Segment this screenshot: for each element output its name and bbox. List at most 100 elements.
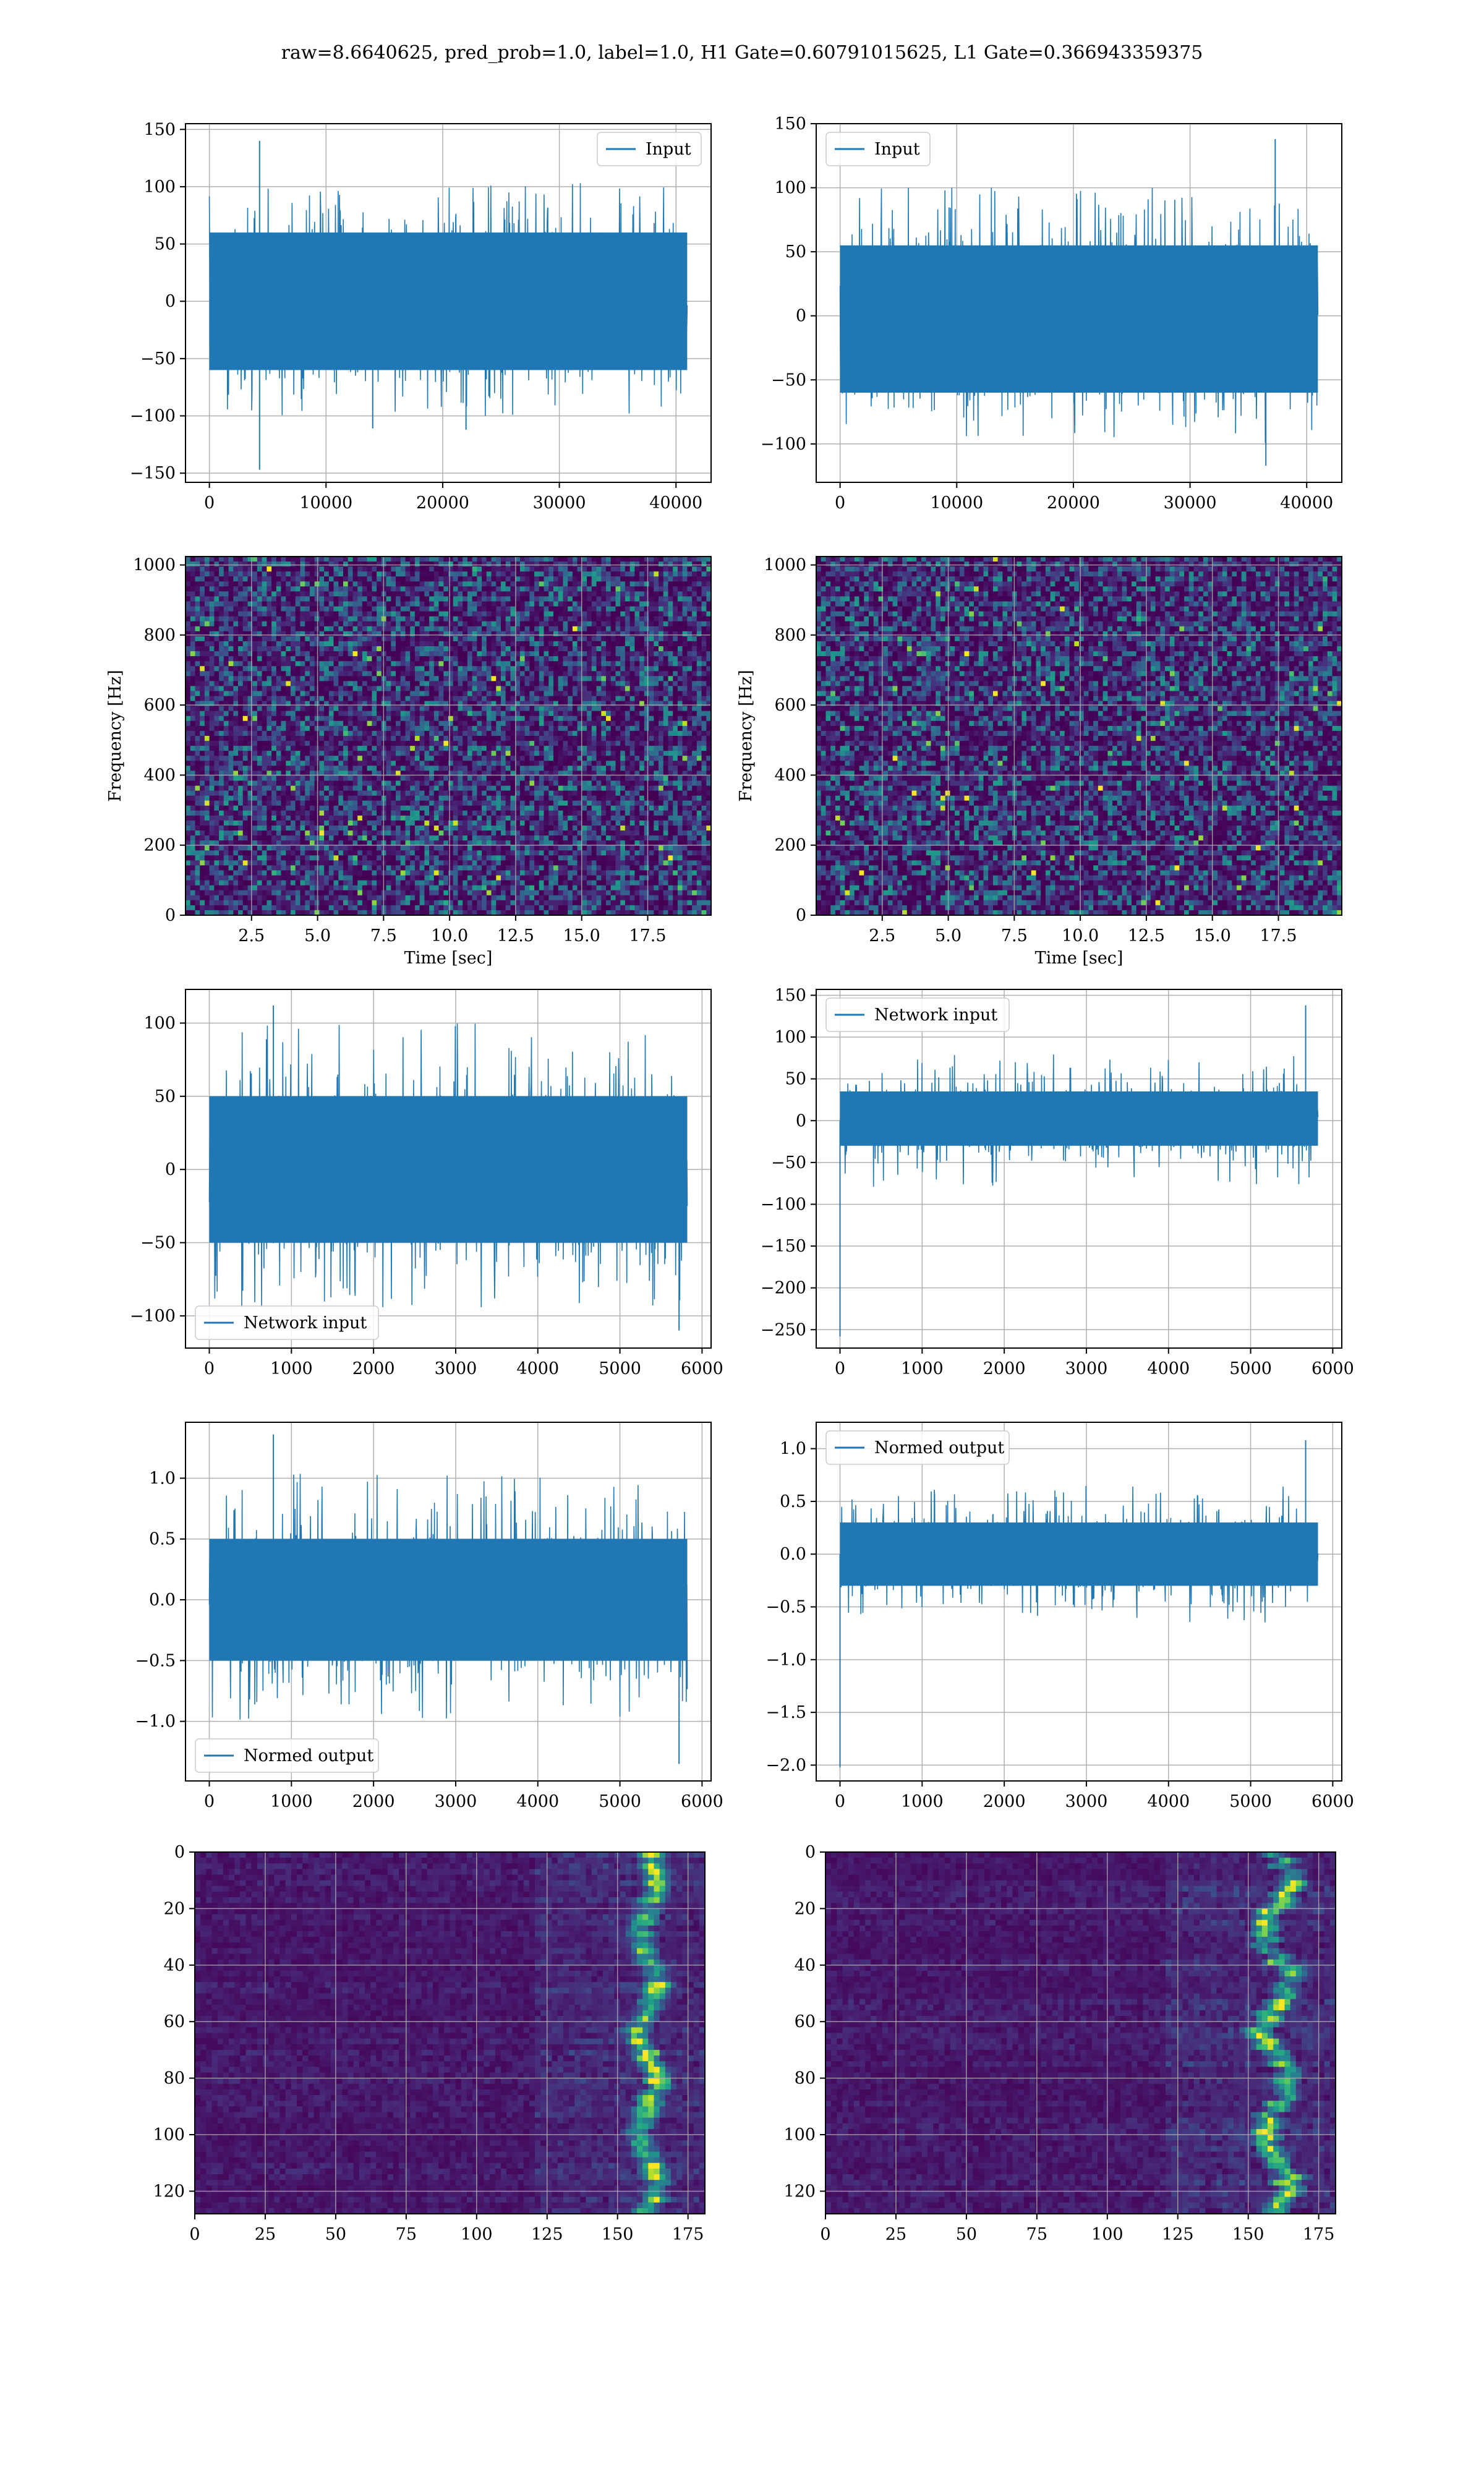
spectrogram-cell (315, 631, 320, 637)
spectrogram-cell (467, 666, 472, 672)
spectrogram-cell (548, 641, 553, 647)
spectrogram-cell (262, 571, 267, 577)
spectrogram-cell (281, 766, 286, 771)
spectrogram-cell (305, 701, 310, 707)
spectrogram-cell (257, 596, 262, 602)
spectrogram-cell (625, 661, 630, 667)
spectrogram-cell (205, 706, 210, 712)
spectrogram-cell (463, 661, 467, 667)
spectrogram-cell (348, 691, 353, 697)
spectrogram-cell (301, 681, 305, 686)
spectrogram-cell (487, 736, 492, 741)
spectrogram-cell (210, 656, 215, 662)
spectrogram-cell (420, 666, 425, 672)
spectrogram-cell (601, 656, 606, 662)
spectrogram-cell (687, 711, 692, 717)
spectrogram-cell (401, 631, 406, 637)
spectrogram-cell (443, 761, 448, 766)
spectrogram-cell (439, 602, 444, 607)
spectrogram-cell (252, 612, 257, 617)
spectrogram-cell (315, 716, 320, 722)
spectrogram-cell (487, 696, 492, 702)
spectrogram-cell (620, 671, 625, 677)
spectrogram-cell (224, 636, 229, 642)
spectrogram-cell (195, 576, 200, 582)
spectrogram-cell (587, 751, 592, 756)
spectrogram-cell (377, 686, 382, 691)
spectrogram-cell (529, 571, 534, 577)
spectrogram-cell (429, 736, 434, 741)
spectrogram-cell (310, 612, 315, 617)
spectrogram-cell (582, 607, 587, 612)
spectrogram-cell (406, 591, 411, 597)
spectrogram-cell (634, 721, 639, 727)
spectrogram-cell (319, 775, 324, 781)
spectrogram-cell (415, 661, 420, 667)
spectrogram-cell (592, 746, 597, 751)
spectrogram-cell (597, 746, 602, 751)
spectrogram-cell (487, 726, 492, 732)
spectrogram-cell (291, 557, 296, 562)
spectrogram-cell (673, 626, 678, 632)
spectrogram-cell (357, 711, 362, 717)
spectrogram-cell (271, 636, 276, 642)
spectrogram-cell (639, 602, 644, 607)
spectrogram-cell (654, 736, 659, 741)
spectrogram-cell (597, 626, 602, 632)
spectrogram-cell (377, 621, 382, 627)
y-tick-label: 0 (165, 292, 176, 311)
spectrogram-cell (654, 676, 659, 681)
spectrogram-cell (649, 661, 654, 667)
spectrogram-cell (687, 736, 692, 741)
spectrogram-cell (687, 721, 692, 727)
spectrogram-cell (200, 726, 205, 732)
spectrogram-cell (357, 561, 362, 567)
spectrogram-cell (692, 746, 697, 751)
spectrogram-cell (697, 706, 702, 712)
spectrogram-cell (286, 631, 291, 637)
spectrogram-cell (458, 607, 463, 612)
spectrogram-cell (214, 612, 219, 617)
spectrogram-cell (233, 711, 238, 717)
spectrogram-cell (496, 731, 501, 736)
spectrogram-cell (338, 571, 343, 577)
spectrogram-cell (597, 596, 602, 602)
spectrogram-cell (506, 621, 511, 627)
spectrogram-cell (439, 636, 444, 642)
spectrogram-cell (329, 706, 334, 712)
spectrogram-cell (195, 726, 200, 732)
spectrogram-cell (573, 676, 578, 681)
spectrogram-cell (511, 681, 516, 686)
spectrogram-cell (553, 651, 558, 657)
spectrogram-cell (620, 721, 625, 727)
spectrogram-cell (439, 656, 444, 662)
spectrogram-cell (668, 691, 673, 697)
spectrogram-cell (267, 557, 271, 562)
spectrogram-cell (487, 666, 492, 672)
spectrogram-cell (683, 716, 688, 722)
spectrogram-cell (386, 696, 391, 702)
spectrogram-cell (611, 586, 616, 592)
spectrogram-cell (678, 751, 683, 756)
y-tick-label: 0 (796, 307, 806, 326)
spectrogram-cell (634, 602, 639, 607)
spectrogram-cell (659, 731, 663, 736)
spectrogram-cell (396, 651, 401, 657)
spectrogram-cell (534, 666, 539, 672)
spectrogram-cell (563, 656, 568, 662)
spectrogram-cell (487, 741, 492, 746)
spectrogram-cell (496, 626, 501, 632)
spectrogram-cell (487, 746, 492, 751)
spectrogram-cell (305, 626, 310, 632)
spectrogram-cell (558, 626, 563, 632)
spectrogram-cell (233, 621, 238, 627)
spectrogram-cell (396, 726, 401, 732)
spectrogram-cell (281, 571, 286, 577)
spectrogram-cell (334, 761, 339, 766)
spectrogram-cell (319, 726, 324, 732)
legend: Input (597, 132, 701, 166)
spectrogram-cell (367, 676, 372, 681)
spectrogram-cell (434, 656, 439, 662)
spectrogram-cell (296, 596, 301, 602)
spectrogram-cell (649, 617, 654, 622)
